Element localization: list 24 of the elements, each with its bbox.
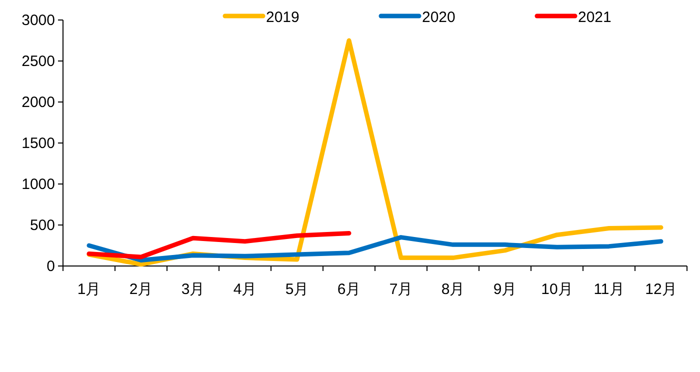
legend-label: 2021 [578,9,612,26]
x-tick-label: 9月 [493,281,517,298]
legend-label: 2020 [422,9,456,26]
y-tick-label: 0 [46,258,55,275]
line-series [86,235,664,263]
x-tick-label: 11月 [594,281,624,298]
y-tick-label: 2500 [22,53,55,70]
x-tick-label: 1月 [77,281,101,298]
x-tick-label: 2月 [129,281,153,298]
x-tick-label: 8月 [441,281,465,298]
y-tick-label: 3000 [22,12,55,29]
x-tick-label: 3月 [181,281,205,298]
x-tick-label: 7月 [389,281,413,298]
y-tick-label: 1500 [22,135,55,152]
x-tick-label: 5月 [285,281,309,298]
y-tick-label: 500 [30,217,55,234]
x-tick-label: 12月 [645,281,677,298]
y-tick-label: 1000 [22,176,55,193]
y-tick-label: 2000 [22,94,55,111]
x-tick-label: 4月 [233,281,257,298]
x-tick-label: 6月 [337,281,361,298]
x-tick-label: 10月 [541,281,573,298]
line-series [86,230,352,260]
legend-label: 2019 [266,9,300,26]
